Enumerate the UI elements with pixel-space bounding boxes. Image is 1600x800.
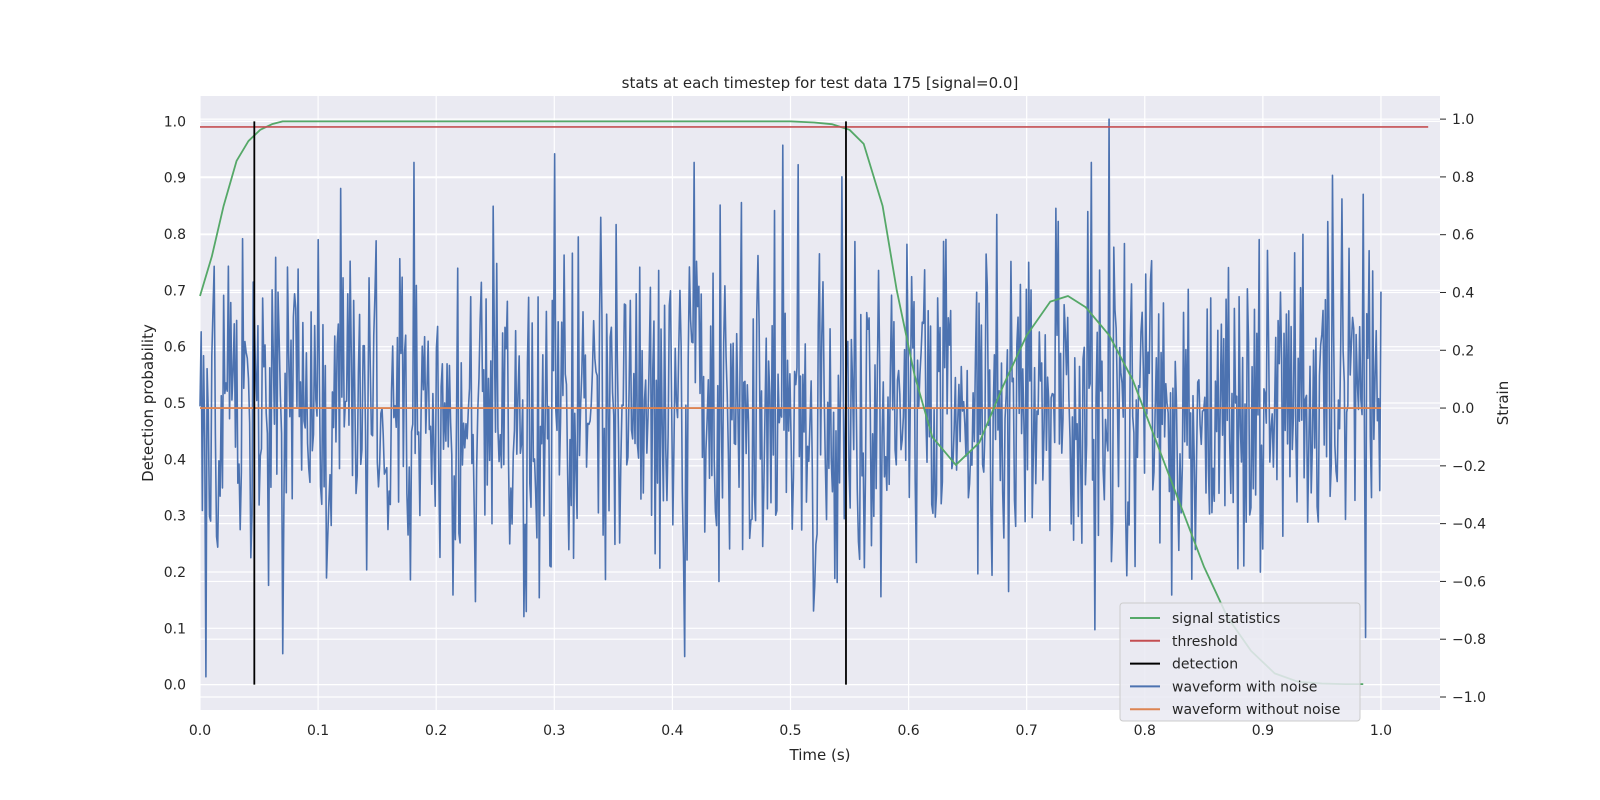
y2-tick-label: 0.2	[1452, 343, 1474, 359]
y2-tick-label: −0.4	[1452, 517, 1486, 533]
x-tick-label: 1.0	[1370, 723, 1392, 739]
y-tick-label: 1.0	[164, 114, 186, 130]
x-tick-label: 0.8	[1134, 723, 1156, 739]
y-tick-label: 0.7	[164, 283, 186, 299]
y2-tick-label: 0.0	[1452, 401, 1474, 417]
chart-title: stats at each timestep for test data 175…	[622, 74, 1019, 92]
x-tick-label: 0.5	[779, 723, 801, 739]
y2-tick-label: −0.2	[1452, 459, 1486, 475]
series-waveform-with-noise	[199, 118, 1382, 678]
series-layer	[199, 118, 1429, 685]
y-tick-label: 0.6	[164, 340, 186, 356]
legend-label: threshold	[1172, 634, 1238, 650]
y2-tick-label: 0.8	[1452, 170, 1474, 186]
legend-label: waveform with noise	[1172, 679, 1317, 695]
legend-box	[1119, 602, 1361, 722]
x-tick-label: 0.9	[1252, 723, 1274, 739]
y-tick-label: 0.1	[164, 621, 186, 637]
legend-label: signal statistics	[1172, 611, 1280, 627]
y2-tick-label: −0.8	[1452, 632, 1486, 648]
x-tick-label: 0.4	[661, 723, 683, 739]
y2-tick-label: 0.4	[1452, 285, 1474, 301]
y-tick-label: 0.5	[164, 396, 186, 412]
x-tick-label: 0.0	[189, 723, 211, 739]
y-tick-label: 0.0	[164, 678, 186, 694]
y-tick-label: 0.8	[164, 227, 186, 243]
y2-tick-label: −0.6	[1452, 574, 1486, 590]
y-axis-title: Detection probability	[139, 324, 157, 482]
x-tick-label: 0.3	[543, 723, 565, 739]
y-tick-label: 0.3	[164, 509, 186, 525]
x-tick-label: 0.1	[307, 723, 329, 739]
x-tick-label: 0.6	[897, 723, 919, 739]
x-tick-label: 0.2	[425, 723, 447, 739]
x-axis-title: Time (s)	[789, 746, 851, 764]
series-signal-statistics	[199, 120, 1364, 685]
y2-tick-label: 1.0	[1452, 112, 1474, 128]
y2-axis-title: Strain	[1494, 381, 1512, 425]
legend-label: waveform without noise	[1172, 702, 1340, 718]
legend: signal statistics threshold detection wavef…	[1119, 602, 1361, 722]
axes: 0.0 0.1 0.2 0.3 0.4 0.5 0.6 0.7 0.8 0.9 1.0 0.0 0.1 0…	[164, 112, 1486, 739]
x-tick-label: 0.7	[1016, 723, 1038, 739]
y-tick-label: 0.2	[164, 565, 186, 581]
y2-tick-label: −1.0	[1452, 690, 1486, 706]
y-tick-label: 0.9	[164, 171, 186, 187]
y-tick-label: 0.4	[164, 452, 186, 468]
legend-label: detection	[1172, 657, 1238, 673]
y2-tick-label: 0.6	[1452, 228, 1474, 244]
